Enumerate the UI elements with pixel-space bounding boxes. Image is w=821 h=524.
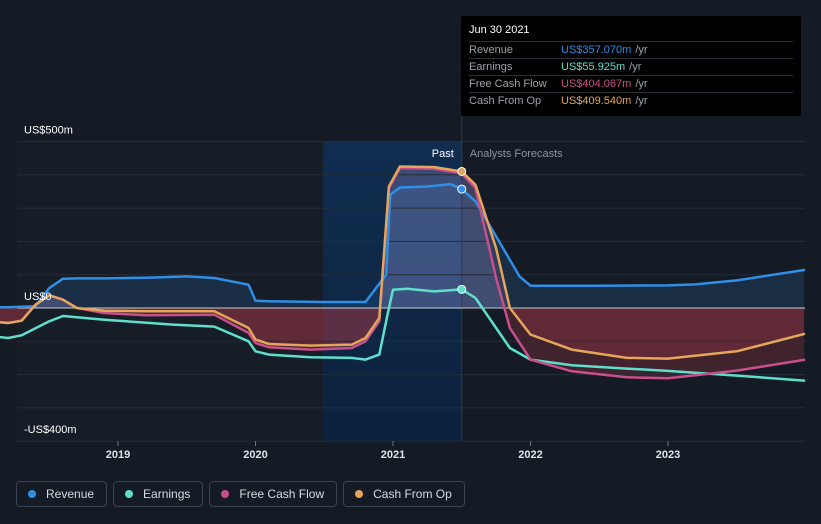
- tooltip-value: US$357.070m: [561, 44, 632, 56]
- legend-dot-icon: [355, 490, 364, 498]
- cash-from-op-area-positive: [0, 166, 805, 308]
- legend-label: Free Cash Flow: [239, 487, 325, 501]
- x-tick-label: 2020: [243, 449, 267, 461]
- past-label: Past: [432, 148, 454, 160]
- tooltip-panel: Jun 30 2021 Revenue US$357.070m /yr Earn…: [461, 16, 801, 116]
- x-tick-label: 2022: [518, 449, 542, 461]
- past-region: [17, 141, 323, 441]
- legend: Revenue Earnings Free Cash Flow Cash Fro…: [16, 481, 465, 507]
- legend-dot-icon: [221, 490, 230, 498]
- x-tick-label: 2023: [656, 449, 680, 461]
- tooltip-row-cash-from-op: Cash From Op US$409.540m /yr: [469, 92, 793, 109]
- legend-item-free-cash-flow[interactable]: Free Cash Flow: [209, 481, 338, 507]
- tooltip-unit: /yr: [629, 61, 642, 73]
- y-axis-label: US$0: [24, 291, 52, 303]
- legend-label: Revenue: [46, 487, 95, 501]
- cash-from-op-marker: [457, 166, 467, 176]
- forecast-region: [461, 141, 805, 441]
- tooltip-value: US$404.067m: [561, 78, 632, 90]
- free-cash-flow-area-positive: [0, 168, 805, 308]
- x-tick-label: 2019: [106, 449, 130, 461]
- legend-label: Cash From Op: [373, 487, 452, 501]
- tooltip-unit: /yr: [635, 78, 648, 90]
- earnings-marker: [457, 284, 467, 294]
- tooltip-value: US$409.540m: [561, 95, 632, 107]
- forecast-label: Analysts Forecasts: [470, 148, 563, 160]
- tooltip-label: Revenue: [469, 44, 514, 56]
- revenue-marker: [457, 184, 467, 194]
- legend-item-cash-from-op[interactable]: Cash From Op: [343, 481, 465, 507]
- legend-label: Earnings: [143, 487, 191, 501]
- x-tick-label: 2021: [381, 449, 405, 461]
- tooltip-label: Cash From Op: [469, 95, 542, 107]
- tooltip-label: Free Cash Flow: [469, 78, 547, 90]
- tooltip-value: US$55.925m: [561, 61, 626, 73]
- legend-dot-icon: [28, 490, 36, 498]
- tooltip-label: Earnings: [469, 61, 513, 73]
- cash-from-op-line: [0, 165, 806, 360]
- cash-from-op-area-negative: [0, 308, 805, 359]
- revenue-area: [0, 184, 805, 308]
- legend-item-earnings[interactable]: Earnings: [113, 481, 204, 507]
- revenue-line: [0, 182, 806, 309]
- tooltip-unit: /yr: [635, 95, 648, 107]
- tooltip-unit: /yr: [635, 44, 648, 56]
- tooltip-date: Jun 30 2021: [469, 24, 530, 36]
- legend-dot-icon: [125, 490, 134, 498]
- free-cash-flow-area-negative: [0, 308, 805, 379]
- tooltip-row-revenue: Revenue US$357.070m /yr: [469, 41, 793, 58]
- y-axis-label: US$500m: [24, 125, 73, 137]
- tooltip-row-free-cash-flow: Free Cash Flow US$404.067m /yr: [469, 75, 793, 92]
- y-axis-label: -US$400m: [24, 424, 77, 436]
- tooltip-row-earnings: Earnings US$55.925m /yr: [469, 58, 793, 75]
- legend-item-revenue[interactable]: Revenue: [16, 481, 108, 507]
